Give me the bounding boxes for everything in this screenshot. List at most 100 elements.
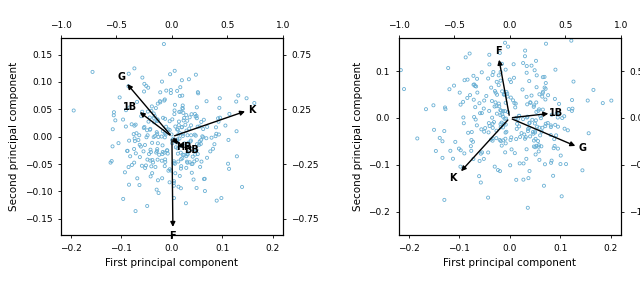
Point [550,123,561,127]
Point [214,132,224,137]
Point [184,77,194,82]
Point [115,95,125,100]
Point [184,160,195,165]
Point [530,129,540,134]
Point [198,127,208,131]
Point [220,123,230,128]
Point [538,89,548,94]
Point [530,130,540,135]
Point [488,136,498,141]
Point [527,118,538,122]
Point [531,85,541,90]
Point [150,165,161,169]
Point [531,100,541,105]
Point [134,143,145,147]
Point [118,117,128,122]
Point [170,108,180,113]
Point [200,176,210,181]
Point [533,108,543,113]
Point [161,132,171,137]
Point [461,55,471,60]
Point [186,112,196,117]
Point [456,102,466,107]
Point [145,174,156,179]
Point [469,115,479,119]
Point [223,138,234,142]
Point [142,128,152,133]
Point [174,136,184,141]
Point [193,152,203,156]
Point [553,146,563,151]
Point [140,166,150,170]
Point [472,90,483,95]
Point [483,195,493,200]
Point [199,117,209,122]
Point [550,144,560,148]
Point [175,131,185,136]
Point [172,139,182,143]
Point [458,99,468,104]
Point [515,135,525,139]
Point [512,121,522,126]
Point [207,135,217,140]
Point [166,88,176,92]
Point [170,103,180,107]
Point [500,67,511,72]
Point [531,152,541,157]
Point [145,147,156,152]
Point [500,141,511,146]
Point [488,73,498,77]
Point [186,123,196,128]
Point [159,164,170,168]
Point [172,137,182,142]
Point [564,107,574,111]
Point [534,92,545,97]
Point [209,142,220,146]
Point [136,144,146,149]
Point [159,98,170,103]
Point [493,73,504,78]
Point [181,128,191,133]
Point [505,163,515,168]
Point [521,135,531,140]
Point [497,112,508,117]
Point [188,177,198,182]
Point [421,107,431,111]
Point [437,139,447,143]
Point [530,145,540,150]
Point [175,109,186,114]
Point [144,152,154,156]
Point [497,143,507,148]
Text: K: K [449,173,457,183]
Text: K: K [248,106,256,116]
Point [190,152,200,157]
Point [493,168,503,172]
Point [129,123,140,128]
Point [152,147,163,151]
Point [141,83,152,88]
Point [196,141,206,146]
Point [213,116,223,121]
Point [495,51,505,55]
Point [536,116,546,121]
Point [148,160,158,165]
Point [524,169,534,173]
Point [535,114,545,118]
Point [108,127,118,132]
Point [502,94,513,99]
Point [165,72,175,77]
Point [551,133,561,138]
Point [127,122,137,127]
Point [177,93,188,98]
Point [191,148,202,152]
Point [498,138,508,143]
Point [500,130,511,135]
Point [169,112,179,116]
Point [223,161,233,166]
Point [143,109,153,114]
Point [168,136,179,141]
Point [150,134,160,138]
Point [193,124,203,129]
Point [540,162,550,167]
Text: G: G [579,143,587,153]
